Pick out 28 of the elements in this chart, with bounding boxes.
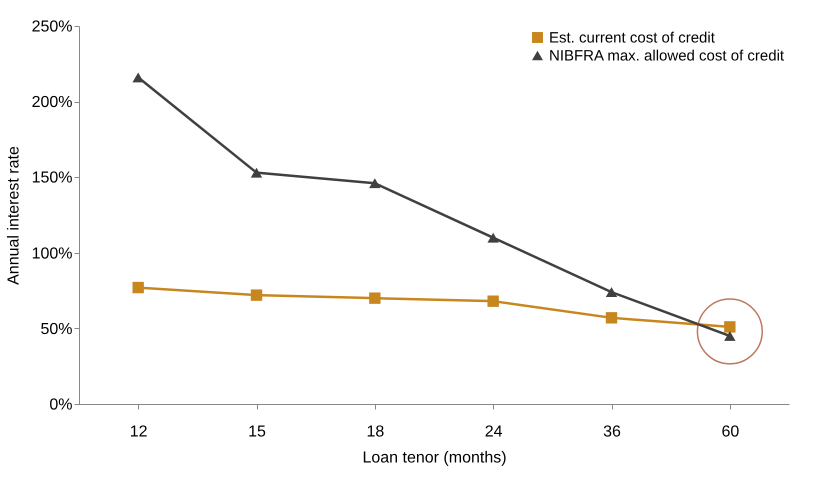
y-tick-label: 0% [49, 396, 72, 414]
y-axis-title: Annual interest rate [6, 146, 23, 285]
y-tick-label: 50% [40, 320, 72, 338]
x-tick-label: 60 [721, 424, 740, 440]
point [250, 168, 262, 178]
y-tick-label: 100% [32, 245, 72, 262]
point [250, 289, 262, 301]
point [369, 292, 381, 304]
x-tick-label: 24 [484, 424, 503, 440]
point [606, 287, 618, 298]
point [132, 72, 144, 82]
y-tick-label: 250% [32, 18, 72, 36]
x-tick-label: 12 [130, 424, 148, 440]
point [606, 312, 618, 324]
point [724, 321, 736, 333]
x-tick-label: 15 [248, 424, 266, 440]
point [487, 295, 499, 307]
y-tick-label: 200% [32, 94, 72, 112]
x-tick-label: 36 [603, 424, 621, 440]
point [369, 178, 381, 188]
point [132, 282, 144, 294]
point [724, 331, 736, 341]
legend-label: NIBFRA max. allowed cost of credit [549, 48, 785, 64]
x-tick-label: 18 [366, 424, 384, 440]
x-axis-title: Loan tenor (months) [362, 450, 507, 466]
point [487, 232, 499, 243]
y-tick-label: 150% [32, 170, 72, 187]
legend-label: Est. current cost of credit [549, 30, 716, 46]
